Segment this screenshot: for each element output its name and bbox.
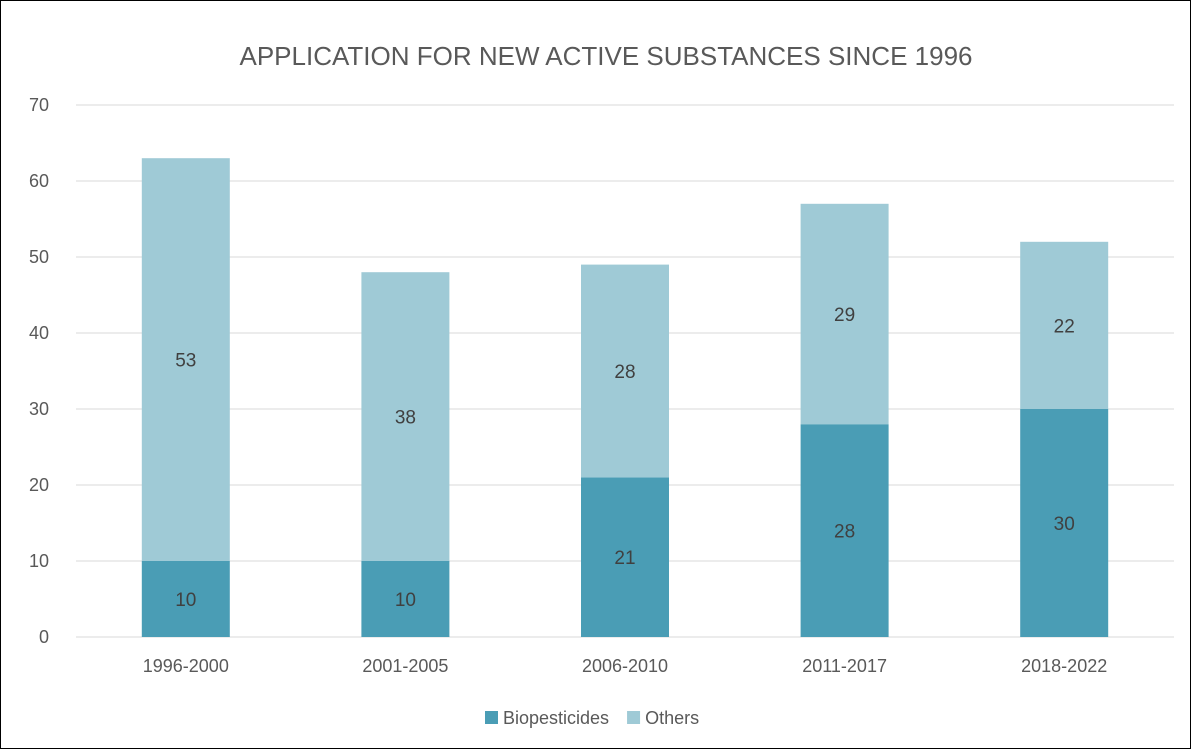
x-tick-label: 2001-2005 (362, 656, 448, 676)
bar-biopesticides-2018-2022 (1020, 409, 1109, 637)
data-label: 53 (175, 351, 196, 372)
data-label: 22 (1054, 316, 1075, 337)
x-tick-label: 2006-2010 (582, 656, 668, 676)
data-label: 28 (834, 522, 855, 543)
y-tick-label: 0 (39, 627, 49, 647)
bar-biopesticides-2006-2010 (581, 477, 669, 637)
bar-others-2001-2005 (361, 272, 450, 561)
bar-biopesticides-2001-2005 (361, 561, 450, 637)
legend-label: Biopesticides (503, 708, 609, 728)
bar-others-2011-2017 (800, 203, 889, 425)
data-label: 30 (1054, 514, 1075, 535)
bar-others-2018-2022 (1020, 241, 1109, 409)
x-tick-label: 1996-2000 (143, 656, 229, 676)
y-tick-label: 10 (29, 551, 49, 571)
x-tick-label: 2011-2017 (802, 656, 887, 676)
y-axis-ticks: 0 10 20 30 40 50 60 70 (29, 95, 49, 647)
legend-swatch-biopesticides (485, 711, 498, 724)
data-label: 38 (395, 408, 416, 429)
y-tick-label: 40 (29, 323, 49, 343)
bar-others-1996-2000 (141, 158, 230, 561)
bars (141, 158, 1109, 637)
data-labels: 10 53 10 38 21 28 28 29 30 22 (175, 305, 1075, 611)
data-label: 21 (614, 548, 635, 569)
legend-swatch-others (627, 711, 641, 724)
legend-label: Others (645, 708, 699, 728)
y-tick-label: 60 (29, 171, 49, 191)
y-tick-label: 50 (29, 247, 49, 267)
bar-biopesticides-1996-2000 (141, 561, 230, 637)
y-tick-label: 30 (29, 399, 49, 419)
chart-title: APPLICATION FOR NEW ACTIVE SUBSTANCES SI… (240, 41, 973, 71)
data-label: 10 (175, 590, 196, 611)
data-label: 28 (614, 362, 635, 383)
bar-others-2006-2010 (581, 264, 669, 478)
y-tick-label: 20 (29, 475, 49, 495)
x-tick-label: 2018-2022 (1021, 656, 1107, 676)
bar-biopesticides-2011-2017 (800, 424, 889, 637)
data-label: 29 (834, 305, 855, 326)
legend: Biopesticides Others (485, 708, 699, 728)
x-axis-ticks: 1996-2000 2001-2005 2006-2010 2011-2017 2018… (143, 656, 1107, 676)
data-label: 10 (395, 590, 416, 611)
y-tick-label: 70 (29, 95, 49, 115)
